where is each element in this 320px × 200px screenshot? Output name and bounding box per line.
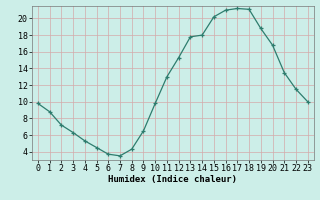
X-axis label: Humidex (Indice chaleur): Humidex (Indice chaleur) [108,175,237,184]
